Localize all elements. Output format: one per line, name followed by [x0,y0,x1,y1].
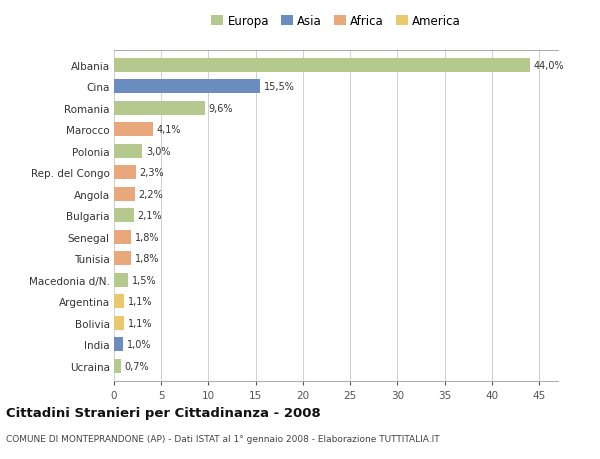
Text: 2,2%: 2,2% [139,189,163,199]
Bar [114,123,153,137]
Bar [114,230,131,244]
Bar [114,209,134,223]
Bar [114,252,131,266]
Bar [114,316,124,330]
Text: 15,5%: 15,5% [264,82,295,92]
Text: 1,8%: 1,8% [135,254,159,263]
Bar [114,337,124,352]
Text: 2,3%: 2,3% [140,168,164,178]
Bar [114,101,205,115]
Text: 1,1%: 1,1% [128,297,152,307]
Text: 4,1%: 4,1% [157,125,181,135]
Text: Cittadini Stranieri per Cittadinanza - 2008: Cittadini Stranieri per Cittadinanza - 2… [6,406,321,419]
Text: 0,7%: 0,7% [124,361,149,371]
Bar [114,166,136,180]
Text: COMUNE DI MONTEPRANDONE (AP) - Dati ISTAT al 1° gennaio 2008 - Elaborazione TUTT: COMUNE DI MONTEPRANDONE (AP) - Dati ISTA… [6,434,440,443]
Text: 1,5%: 1,5% [132,275,157,285]
Text: 3,0%: 3,0% [146,146,170,157]
Bar [114,80,260,94]
Bar [114,273,128,287]
Text: 44,0%: 44,0% [533,61,564,71]
Text: 2,1%: 2,1% [137,211,162,221]
Legend: Europa, Asia, Africa, America: Europa, Asia, Africa, America [206,10,466,33]
Bar [114,145,142,158]
Bar [114,295,124,308]
Text: 9,6%: 9,6% [208,103,233,113]
Text: 1,8%: 1,8% [135,232,159,242]
Text: 1,0%: 1,0% [127,340,152,349]
Text: 1,1%: 1,1% [128,318,152,328]
Bar [114,187,135,201]
Bar [114,359,121,373]
Bar [114,59,530,73]
